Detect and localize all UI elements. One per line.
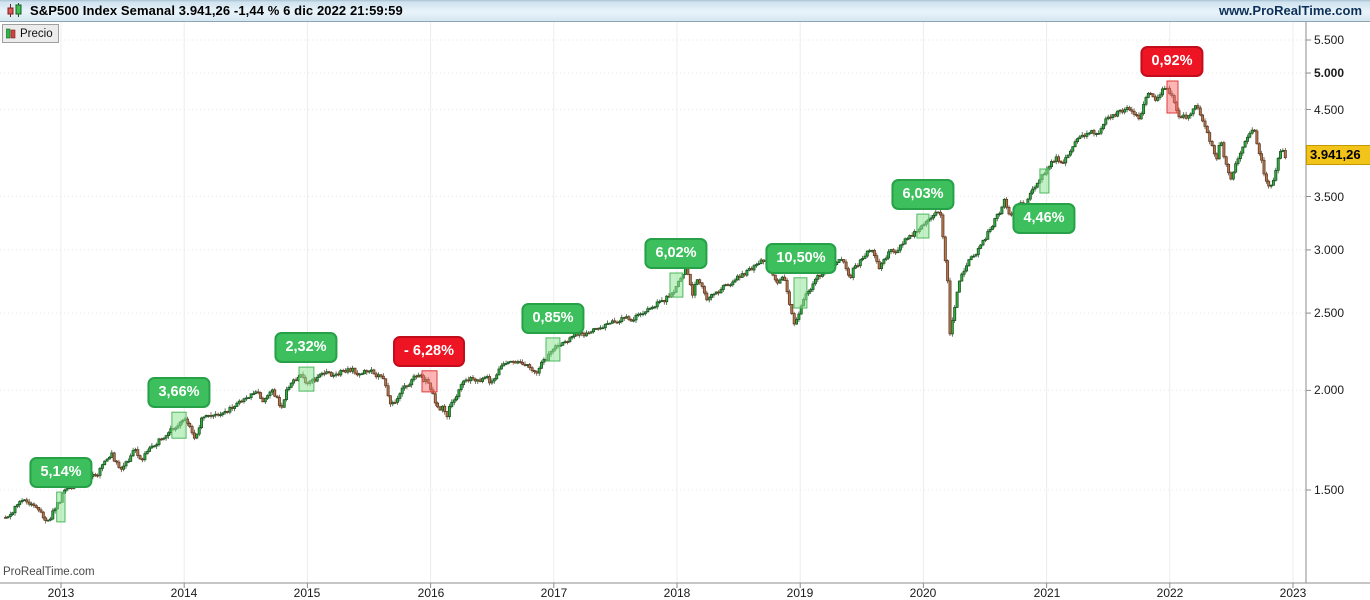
legend-label: Precio (20, 27, 53, 40)
performance-badge: 10,50% (765, 243, 837, 274)
watermark: ProRealTime.com (3, 566, 95, 578)
x-axis-year-label: 2021 (1033, 586, 1061, 600)
performance-badge: - 6,28% (393, 336, 465, 367)
event-highlight-zone (298, 366, 315, 392)
x-axis-year-label: 2023 (1279, 586, 1307, 600)
website-link[interactable]: www.ProRealTime.com (1218, 3, 1362, 18)
performance-badge: 6,02% (644, 238, 708, 269)
legend-precio[interactable]: Precio (2, 24, 59, 43)
x-axis-year-label: 2013 (47, 586, 75, 600)
performance-badge: 6,03% (891, 179, 955, 210)
y-axis-label: 2.500 (1314, 306, 1345, 320)
x-axis-year-label: 2019 (786, 586, 814, 600)
price-series-icon (6, 28, 16, 39)
y-axis-label: 3.000 (1314, 243, 1345, 257)
performance-badge: 2,32% (274, 332, 338, 363)
event-highlight-zone (545, 337, 561, 362)
x-axis-year-label: 2017 (540, 586, 568, 600)
x-axis-year-label: 2020 (909, 586, 937, 600)
event-highlight-zone (56, 491, 66, 523)
y-axis-label: 3.500 (1314, 190, 1345, 204)
y-axis-label: 1.500 (1314, 483, 1345, 497)
x-axis-year-label: 2022 (1156, 586, 1184, 600)
y-axis-label: 5.000 (1314, 66, 1345, 80)
event-highlight-zone (421, 370, 438, 393)
title-bar: S&P500 Index Semanal 3.941,26 -1,44 % 6 … (0, 0, 1370, 22)
candles-layer (4, 80, 1287, 524)
performance-badge: 3,66% (147, 377, 211, 408)
event-highlight-zone (916, 213, 930, 239)
x-axis-year-label: 2016 (417, 586, 445, 600)
performance-badge: 4,46% (1012, 203, 1076, 234)
candlestick-chart-icon (7, 3, 22, 17)
event-highlight-zone (1166, 80, 1179, 114)
x-axis-year-label: 2018 (663, 586, 691, 600)
performance-badge: 5,14% (29, 457, 93, 488)
performance-badge: 0,92% (1140, 46, 1204, 77)
y-axis-label: 5.500 (1314, 33, 1345, 47)
event-highlight-zone (1039, 168, 1050, 194)
x-axis-year-label: 2015 (293, 586, 321, 600)
event-highlight-zone (793, 277, 808, 309)
event-highlight-zone (669, 272, 684, 298)
chart-title: S&P500 Index Semanal 3.941,26 -1,44 % 6 … (30, 3, 403, 18)
x-axis-year-label: 2014 (170, 586, 198, 600)
last-price-tag: 3.941,26 (1306, 145, 1370, 165)
event-highlight-zone (171, 411, 187, 439)
y-axis-label: 2.000 (1314, 383, 1345, 397)
performance-badge: 0,85% (521, 303, 585, 334)
y-axis-label: 4.500 (1314, 103, 1345, 117)
